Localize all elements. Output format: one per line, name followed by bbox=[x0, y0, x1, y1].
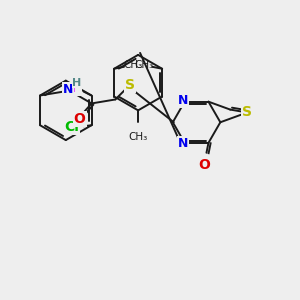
Text: CH₃: CH₃ bbox=[128, 132, 148, 142]
Text: S: S bbox=[125, 78, 135, 92]
Text: N: N bbox=[178, 137, 188, 150]
Text: Cl: Cl bbox=[64, 120, 79, 134]
Text: O: O bbox=[199, 158, 210, 172]
Text: O: O bbox=[74, 112, 85, 126]
Text: F: F bbox=[71, 81, 80, 94]
Text: N: N bbox=[178, 94, 188, 107]
Text: CH₃: CH₃ bbox=[123, 60, 142, 70]
Text: N: N bbox=[63, 83, 73, 96]
Text: S: S bbox=[242, 105, 252, 119]
Text: H: H bbox=[72, 78, 81, 88]
Text: CH₃: CH₃ bbox=[134, 60, 153, 70]
